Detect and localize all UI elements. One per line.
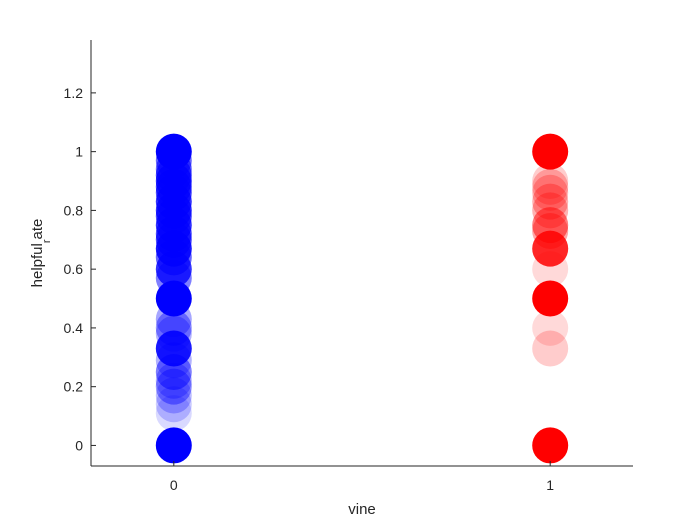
y-axis-title-subscript: r — [41, 239, 53, 243]
y-tick-label: 0.6 — [64, 261, 84, 277]
y-axis-ticks: 0 0.2 0.4 0.6 0.8 1 1.2 — [64, 85, 96, 453]
scatter-point — [532, 330, 569, 367]
scatter-point — [155, 280, 192, 317]
y-tick-label: 0 — [75, 437, 83, 453]
scatter-point — [155, 386, 192, 423]
x-tick-label: 1 — [546, 477, 554, 493]
x-tick-label: 0 — [170, 477, 178, 493]
y-axis-title-main: helpful — [29, 243, 46, 287]
scatter-point — [532, 163, 569, 200]
y-axis-title: helpfulrate — [29, 219, 53, 288]
scatter-point — [532, 280, 569, 317]
scatter-point — [155, 395, 192, 432]
y-tick-label: 0.4 — [64, 320, 84, 336]
y-tick-label: 0.8 — [64, 202, 84, 218]
scatter-point — [532, 133, 569, 170]
y-axis-title-rest: ate — [29, 219, 46, 240]
y-tick-label: 1 — [75, 144, 83, 160]
scatter-point — [532, 230, 569, 267]
scatter-point — [532, 251, 569, 288]
scatter-point — [155, 427, 192, 464]
y-tick-label: 0.2 — [64, 379, 84, 395]
scatter-point — [532, 427, 569, 464]
scatter-point — [532, 309, 569, 346]
plot-marks — [155, 133, 569, 464]
scatter-point — [155, 353, 192, 390]
y-tick-label: 1.2 — [64, 85, 84, 101]
scatter-point — [155, 368, 192, 405]
scatter-point — [532, 168, 569, 205]
scatter-point — [155, 377, 192, 414]
scatter-point — [532, 174, 569, 211]
scatter-point — [155, 301, 192, 338]
x-axis-title: vine — [348, 501, 376, 518]
scatter-point — [155, 362, 192, 399]
